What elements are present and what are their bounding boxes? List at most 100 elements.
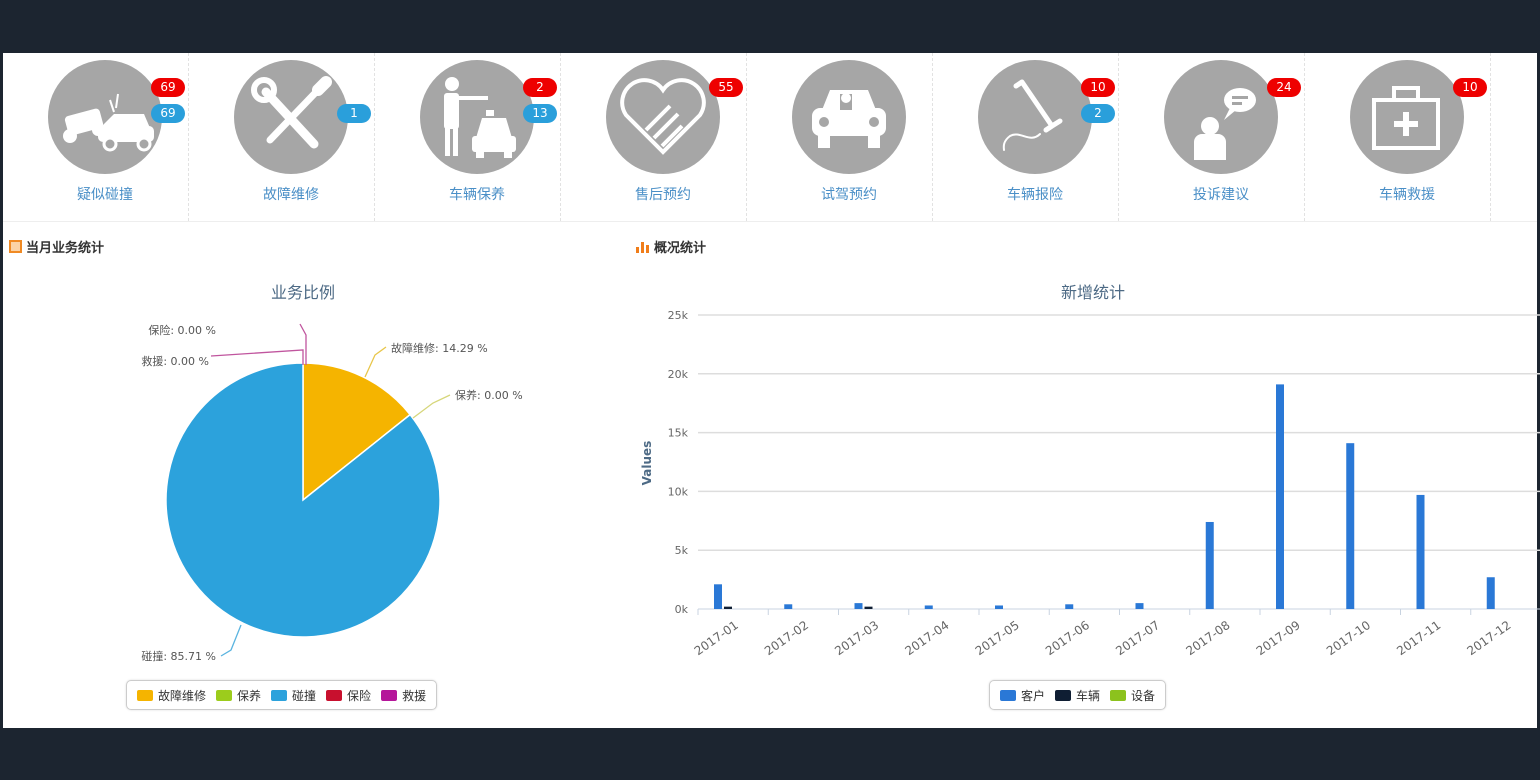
legend-swatch [216, 689, 233, 701]
tile-label[interactable]: 投诉建议 [1193, 187, 1249, 203]
pie-data-label: 故障维修: 14.29 % [391, 341, 488, 355]
bar-车辆[interactable] [864, 606, 873, 609]
handshake-heart-icon [606, 60, 720, 174]
person-speech-icon [1164, 60, 1278, 174]
pie-slice-2[interactable] [165, 362, 441, 638]
tile-label[interactable]: 车辆报险 [1007, 187, 1063, 203]
unread-count-badge: 10 [1081, 78, 1115, 97]
unread-count-badge: 2 [523, 78, 557, 97]
pending-count-badge: 13 [523, 104, 557, 123]
bar-chart-icon [636, 241, 649, 253]
x-tick-label: 2017-07 [1113, 618, 1162, 658]
bar-客户[interactable] [924, 605, 933, 609]
x-tick-label: 2017-09 [1254, 618, 1303, 658]
pie-connector [412, 394, 451, 419]
pie-slice-0[interactable] [302, 362, 412, 502]
pie-data-label: 保养: 0.00 % [455, 388, 523, 402]
x-tick-label: 2017-08 [1183, 618, 1232, 658]
x-tick-label: 2017-05 [973, 618, 1022, 658]
legend-swatch [326, 689, 343, 701]
section-title: 当月业务统计 [26, 241, 105, 256]
tile-car-crash[interactable]: 69 69 疑似碰撞 [3, 53, 189, 221]
bar-客户[interactable] [995, 605, 1003, 609]
first-aid-kit-icon [1350, 60, 1464, 174]
monthly-stats-header: 当月业务统计 [9, 237, 104, 256]
pie-legend: 故障维修 保养 碰撞 保险 救援 [126, 680, 438, 710]
legend-item[interactable]: 碰撞 [271, 687, 316, 704]
legend-item[interactable]: 故障维修 [137, 687, 206, 704]
pending-count-badge: 69 [151, 104, 185, 123]
wrench-screwdriver-icon [234, 60, 348, 174]
tile-taxi-person[interactable]: 2 13 车辆保养 [375, 53, 561, 221]
bar-legend: 客户 车辆 设备 [989, 680, 1167, 710]
x-tick-label: 2017-11 [1394, 618, 1443, 658]
bar-客户[interactable] [854, 603, 863, 609]
x-tick-label: 2017-04 [902, 618, 951, 658]
legend-item[interactable]: 保养 [216, 687, 261, 704]
pie-data-label: 救援: 0.00 % [141, 354, 209, 368]
legend-label: 碰撞 [292, 688, 317, 703]
pie-connector [299, 323, 307, 365]
legend-label: 故障维修 [158, 688, 207, 703]
tile-handshake-heart[interactable]: 55 售后预约 [561, 53, 747, 221]
legend-swatch [1110, 689, 1127, 701]
x-tick-label: 2017-06 [1043, 618, 1092, 658]
bar-title: 新增统计 [1061, 283, 1125, 302]
x-tick-label: 2017-01 [692, 618, 741, 658]
bar-客户[interactable] [1486, 577, 1495, 609]
calendar-icon [9, 240, 22, 253]
legend-item[interactable]: 救援 [381, 687, 426, 704]
legend-label: 车辆 [1076, 688, 1101, 703]
phone-handset-icon [978, 60, 1092, 174]
pie-connector [364, 346, 387, 378]
unread-count-badge: 55 [709, 78, 743, 97]
bar-客户[interactable] [1205, 521, 1214, 609]
y-tick-label: 15k [668, 427, 689, 440]
legend-item[interactable]: 客户 [1000, 687, 1045, 704]
pie-data-label: 保险: 0.00 % [148, 323, 216, 337]
y-tick-label: 5k [675, 544, 689, 557]
bar-客户[interactable] [784, 604, 793, 609]
legend-item[interactable]: 保险 [326, 687, 371, 704]
legend-label: 设备 [1131, 688, 1156, 703]
y-tick-label: 0k [675, 603, 689, 616]
bar-客户[interactable] [1346, 443, 1355, 609]
y-axis-label: Values [640, 441, 654, 486]
legend-item[interactable]: 车辆 [1055, 687, 1100, 704]
taxi-person-icon [420, 60, 534, 174]
section-title: 概况统计 [654, 241, 707, 256]
overview-stats-header: 概况统计 [636, 237, 706, 256]
legend-swatch [381, 689, 398, 701]
unread-count-badge: 10 [1453, 78, 1487, 97]
bar-客户[interactable] [1276, 384, 1284, 609]
tile-label[interactable]: 车辆保养 [449, 187, 505, 203]
tile-label[interactable]: 疑似碰撞 [77, 187, 133, 203]
tile-phone-handset[interactable]: 10 2 车辆报险 [933, 53, 1119, 221]
pending-count-badge: 2 [1081, 104, 1115, 123]
dashboard-panel: 69 69 疑似碰撞 1 故障维修 2 13 车辆保养 55 售后预约 试驾预约 10 2 车辆报险 24 投… [3, 53, 1540, 728]
legend-swatch [1055, 689, 1072, 701]
bar-客户[interactable] [714, 584, 722, 609]
bar-客户[interactable] [1065, 604, 1074, 609]
legend-item[interactable]: 设备 [1110, 687, 1155, 704]
tile-label[interactable]: 售后预约 [635, 187, 691, 203]
tile-label[interactable]: 试驾预约 [821, 187, 877, 203]
tile-label[interactable]: 故障维修 [263, 187, 319, 203]
tile-car-driver[interactable]: 试驾预约 [747, 53, 933, 221]
tile-person-speech[interactable]: 24 投诉建议 [1119, 53, 1305, 221]
y-tick-label: 10k [668, 485, 689, 498]
car-driver-icon [792, 60, 906, 174]
bar-客户[interactable] [1416, 494, 1425, 609]
tile-wrench-screwdriver[interactable]: 1 故障维修 [189, 53, 375, 221]
tile-first-aid-kit[interactable]: 10 车辆救援 [1305, 53, 1491, 221]
legend-label: 保养 [237, 688, 262, 703]
unread-count-badge: 24 [1267, 78, 1301, 97]
y-tick-label: 25k [668, 309, 689, 322]
bar-chart: 新增统计 Values 0k 5k 10k 15k 20k 25k 2017-01 2017-… [640, 283, 1540, 658]
pie-data-label: 碰撞: 85.71 % [141, 649, 216, 663]
bar-客户[interactable] [1135, 603, 1144, 609]
tile-label[interactable]: 车辆救援 [1379, 187, 1435, 203]
x-tick-label: 2017-03 [832, 618, 881, 658]
bar-车辆[interactable] [724, 606, 732, 609]
legend-label: 客户 [1021, 688, 1046, 703]
